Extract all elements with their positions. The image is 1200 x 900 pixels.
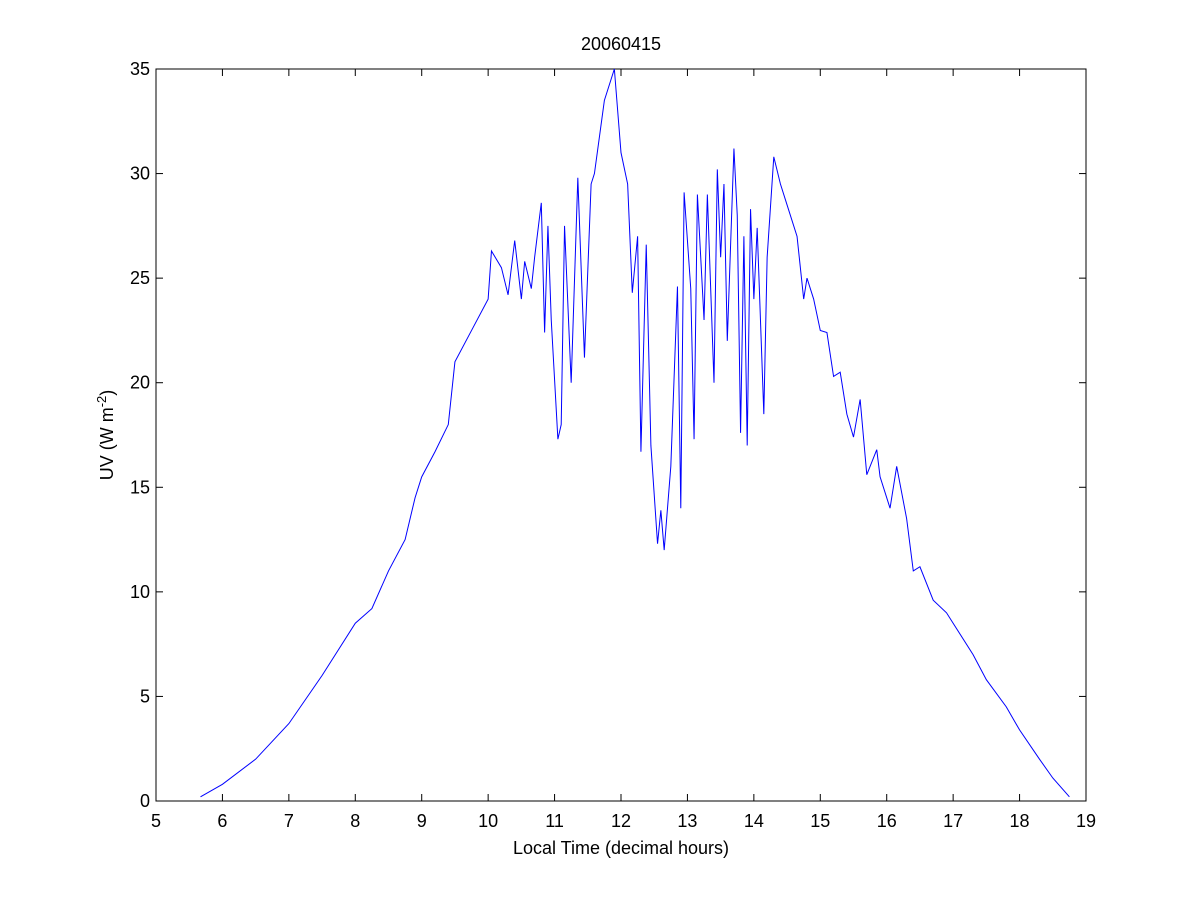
x-tick-label: 19 — [1076, 811, 1096, 831]
y-tick-label: 20 — [130, 373, 150, 393]
y-axis-label-end: ) — [97, 390, 117, 396]
x-tick-label: 5 — [151, 811, 161, 831]
x-tick-label: 17 — [943, 811, 963, 831]
x-tick-label: 11 — [545, 811, 564, 831]
x-tick-label: 8 — [350, 811, 360, 831]
y-axis-label-sup: -2 — [94, 396, 109, 408]
y-tick-label: 30 — [130, 164, 150, 184]
x-tick-label: 10 — [478, 811, 498, 831]
x-tick-label: 15 — [810, 811, 830, 831]
y-tick-label: 15 — [130, 477, 150, 497]
data-line — [200, 68, 1070, 798]
x-tick-label: 13 — [677, 811, 697, 831]
x-tick-label: 18 — [1010, 811, 1030, 831]
plot-area — [155, 68, 1087, 802]
y-tick-label: 25 — [130, 268, 150, 288]
x-tick-label: 12 — [611, 811, 631, 831]
x-tick-label: 9 — [417, 811, 427, 831]
y-axis-label-text: UV (W m — [97, 407, 117, 480]
x-tick-label: 14 — [744, 811, 764, 831]
y-tick-label: 10 — [130, 582, 150, 602]
y-tick-label: 5 — [140, 686, 150, 706]
x-tick-label: 6 — [217, 811, 227, 831]
x-tick-label: 7 — [284, 811, 294, 831]
y-tick-label: 35 — [130, 59, 150, 79]
y-axis-label: UV (W m-2) — [94, 390, 117, 481]
y-tick-label: 0 — [140, 791, 150, 811]
chart-title: 20060415 — [581, 34, 661, 54]
x-axis-label: Local Time (decimal hours) — [513, 838, 729, 858]
x-tick-label: 16 — [877, 811, 897, 831]
